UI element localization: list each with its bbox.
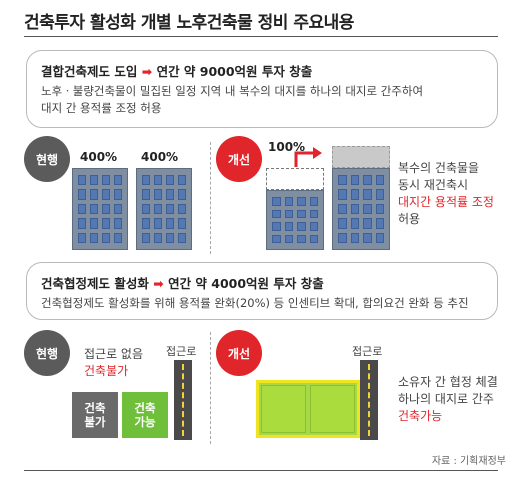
building-left bbox=[72, 168, 128, 250]
section1-body-line1: 노후ㆍ불량건축물이 밀집된 일정 지역 내 복수의 대지를 하나의 대지로 간주… bbox=[41, 84, 424, 98]
section2-description: 소유자 간 협정 체결 하나의 대지로 간주 건축가능 bbox=[398, 374, 498, 425]
section1-divider bbox=[210, 142, 211, 254]
section1-desc-line1: 복수의 건축물을 bbox=[398, 161, 480, 175]
access-road-label-left: 접근로 bbox=[166, 345, 197, 358]
lot-green-line1: 건축 bbox=[134, 401, 156, 415]
arrow-right-icon: ➡ bbox=[153, 276, 164, 291]
section1-pct-left: 400% bbox=[80, 150, 118, 164]
lot-no-build: 건축 불가 bbox=[72, 392, 118, 438]
section2-divider bbox=[210, 332, 211, 444]
arrow-up-right-icon bbox=[294, 147, 322, 167]
section2-heading-text: 건축협정제도 활성화 bbox=[41, 276, 149, 291]
section2-desc-line1: 소유자 간 협정 체결 bbox=[398, 375, 498, 389]
lot-buildable: 건축 가능 bbox=[122, 392, 168, 438]
section1-improve-badge: 개선 bbox=[216, 136, 262, 182]
arrow-right-icon: ➡ bbox=[141, 64, 153, 79]
section1-desc-line2: 동시 재건축시 bbox=[398, 178, 469, 192]
section1-heading-text: 결합건축제도 도입 bbox=[41, 64, 138, 79]
section2-no-road-line1: 접근로 없음 bbox=[84, 347, 144, 361]
section1-current-badge: 현행 bbox=[24, 136, 70, 182]
added-floors-block bbox=[332, 146, 390, 168]
section2-current-badge: 현행 bbox=[24, 330, 70, 376]
section1-body-line2: 대지 간 용적률 조정 허용 bbox=[41, 101, 162, 115]
merged-lot bbox=[256, 380, 360, 438]
lot-green-line2: 가능 bbox=[134, 415, 156, 429]
section2-card: 건축협정제도 활성화 ➡ 연간 약 4000억원 투자 창출 건축협정제도 활성… bbox=[26, 262, 498, 320]
section1-pct-right: 400% bbox=[141, 150, 179, 164]
removed-floors-outline bbox=[266, 168, 324, 190]
section1-desc-line4: 허용 bbox=[398, 212, 421, 226]
title-divider bbox=[24, 36, 498, 37]
access-road-left bbox=[174, 360, 192, 440]
section1-desc-line3: 대지간 용적률 조정 bbox=[398, 195, 494, 209]
source-credit: 자료 : 기획재정부 bbox=[431, 456, 506, 467]
access-road-label-right: 접근로 bbox=[352, 345, 383, 358]
section2-body: 건축협정제도 활성화를 위해 용적률 완화(20%) 등 인센티브 확대, 합의… bbox=[41, 295, 469, 312]
section2-desc-line3: 건축가능 bbox=[398, 409, 443, 423]
page-title: 건축투자 활성화 개별 노후건축물 정비 주요내용 bbox=[24, 13, 354, 33]
bottom-divider bbox=[24, 470, 498, 471]
section1-card: 결합건축제도 도입 ➡ 연간 약 9000억원 투자 창출 노후ㆍ불량건축물이 … bbox=[26, 50, 498, 128]
section1-description: 복수의 건축물을 동시 재건축시 대지간 용적률 조정 허용 bbox=[398, 160, 494, 228]
section2-body-line1: 건축협정제도 활성화를 위해 용적률 완화(20%) 등 인센티브 확대, 합의… bbox=[41, 296, 469, 310]
section2-desc-line2: 하나의 대지로 간주 bbox=[398, 392, 494, 406]
building-right bbox=[136, 168, 192, 250]
section1-heading: 결합건축제도 도입 ➡ 연간 약 9000억원 투자 창출 bbox=[41, 61, 312, 80]
section2-heading-result: 연간 약 4000억원 투자 창출 bbox=[168, 276, 324, 291]
section1-pct-improved: 100% bbox=[268, 140, 306, 154]
section1-body: 노후ㆍ불량건축물이 밀집된 일정 지역 내 복수의 대지를 하나의 대지로 간주… bbox=[41, 83, 423, 117]
section2-heading: 건축협정제도 활성화 ➡ 연간 약 4000억원 투자 창출 bbox=[41, 273, 324, 292]
lot-gray-line1: 건축 bbox=[84, 401, 106, 415]
building-improved-right bbox=[332, 168, 390, 250]
access-road-right bbox=[360, 360, 378, 440]
section1-heading-result: 연간 약 9000억원 투자 창출 bbox=[156, 64, 313, 79]
building-improved-left bbox=[266, 190, 324, 250]
section2-improve-badge: 개선 bbox=[216, 330, 262, 376]
lot-gray-line2: 불가 bbox=[84, 415, 106, 429]
section2-no-road-line2: 건축불가 bbox=[84, 364, 129, 378]
section2-no-road-text: 접근로 없음 건축불가 bbox=[84, 346, 143, 380]
